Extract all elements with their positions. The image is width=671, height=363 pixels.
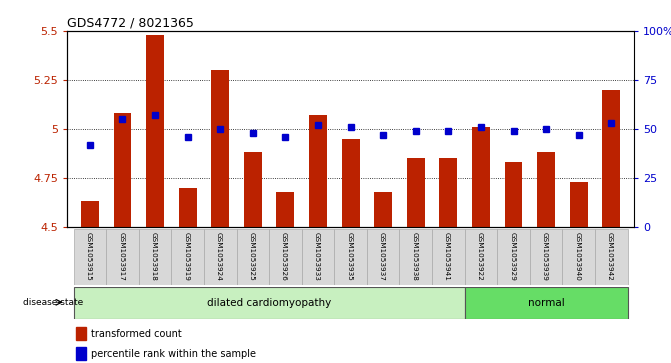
Text: transformed count: transformed count — [91, 329, 182, 339]
Bar — [562, 229, 595, 285]
Bar — [342, 139, 360, 227]
Text: GSM1053937: GSM1053937 — [379, 232, 384, 280]
Bar — [211, 70, 229, 227]
Bar — [106, 229, 139, 285]
Text: GSM1053942: GSM1053942 — [607, 232, 613, 280]
Bar — [374, 192, 392, 227]
Bar — [81, 201, 99, 227]
Bar — [537, 152, 555, 227]
Bar — [367, 229, 399, 285]
Bar — [603, 90, 620, 227]
Bar — [440, 158, 458, 227]
Bar — [407, 158, 425, 227]
Bar — [244, 152, 262, 227]
Bar — [146, 35, 164, 227]
Bar — [570, 182, 588, 227]
Bar — [497, 229, 530, 285]
Text: GDS4772 / 8021365: GDS4772 / 8021365 — [67, 17, 194, 30]
Text: GSM1053918: GSM1053918 — [151, 232, 157, 280]
Text: GSM1053940: GSM1053940 — [574, 232, 580, 280]
Text: dilated cardiomyopathy: dilated cardiomyopathy — [207, 298, 331, 308]
Text: GSM1053941: GSM1053941 — [444, 232, 450, 280]
Text: GSM1053915: GSM1053915 — [85, 232, 91, 280]
Text: GSM1053924: GSM1053924 — [216, 232, 222, 280]
Bar — [76, 327, 86, 340]
Bar — [74, 287, 464, 319]
Bar — [472, 127, 490, 227]
Text: GSM1053939: GSM1053939 — [541, 232, 548, 280]
Bar — [309, 115, 327, 227]
Bar — [302, 229, 334, 285]
Bar — [334, 229, 367, 285]
Text: GSM1053935: GSM1053935 — [346, 232, 352, 280]
Bar — [139, 229, 171, 285]
Text: GSM1053938: GSM1053938 — [411, 232, 417, 280]
Bar — [464, 229, 497, 285]
Bar — [74, 229, 106, 285]
Bar — [178, 188, 197, 227]
Bar — [237, 229, 269, 285]
Bar — [399, 229, 432, 285]
Text: GSM1053933: GSM1053933 — [313, 232, 319, 280]
Bar — [113, 113, 132, 227]
Text: GSM1053926: GSM1053926 — [281, 232, 287, 280]
Bar — [432, 229, 464, 285]
Bar — [505, 162, 523, 227]
Text: GSM1053917: GSM1053917 — [118, 232, 124, 280]
Text: GSM1053925: GSM1053925 — [248, 232, 254, 280]
Bar — [276, 192, 295, 227]
Bar — [464, 287, 627, 319]
Text: normal: normal — [527, 298, 564, 308]
Text: GSM1053929: GSM1053929 — [509, 232, 515, 280]
Bar — [595, 229, 627, 285]
Text: percentile rank within the sample: percentile rank within the sample — [91, 349, 256, 359]
Bar — [269, 229, 302, 285]
Bar — [171, 229, 204, 285]
Bar — [76, 347, 86, 360]
Bar — [530, 229, 562, 285]
Text: GSM1053922: GSM1053922 — [476, 232, 482, 280]
Text: GSM1053919: GSM1053919 — [183, 232, 189, 280]
Text: disease state: disease state — [23, 298, 84, 307]
Bar — [204, 229, 237, 285]
